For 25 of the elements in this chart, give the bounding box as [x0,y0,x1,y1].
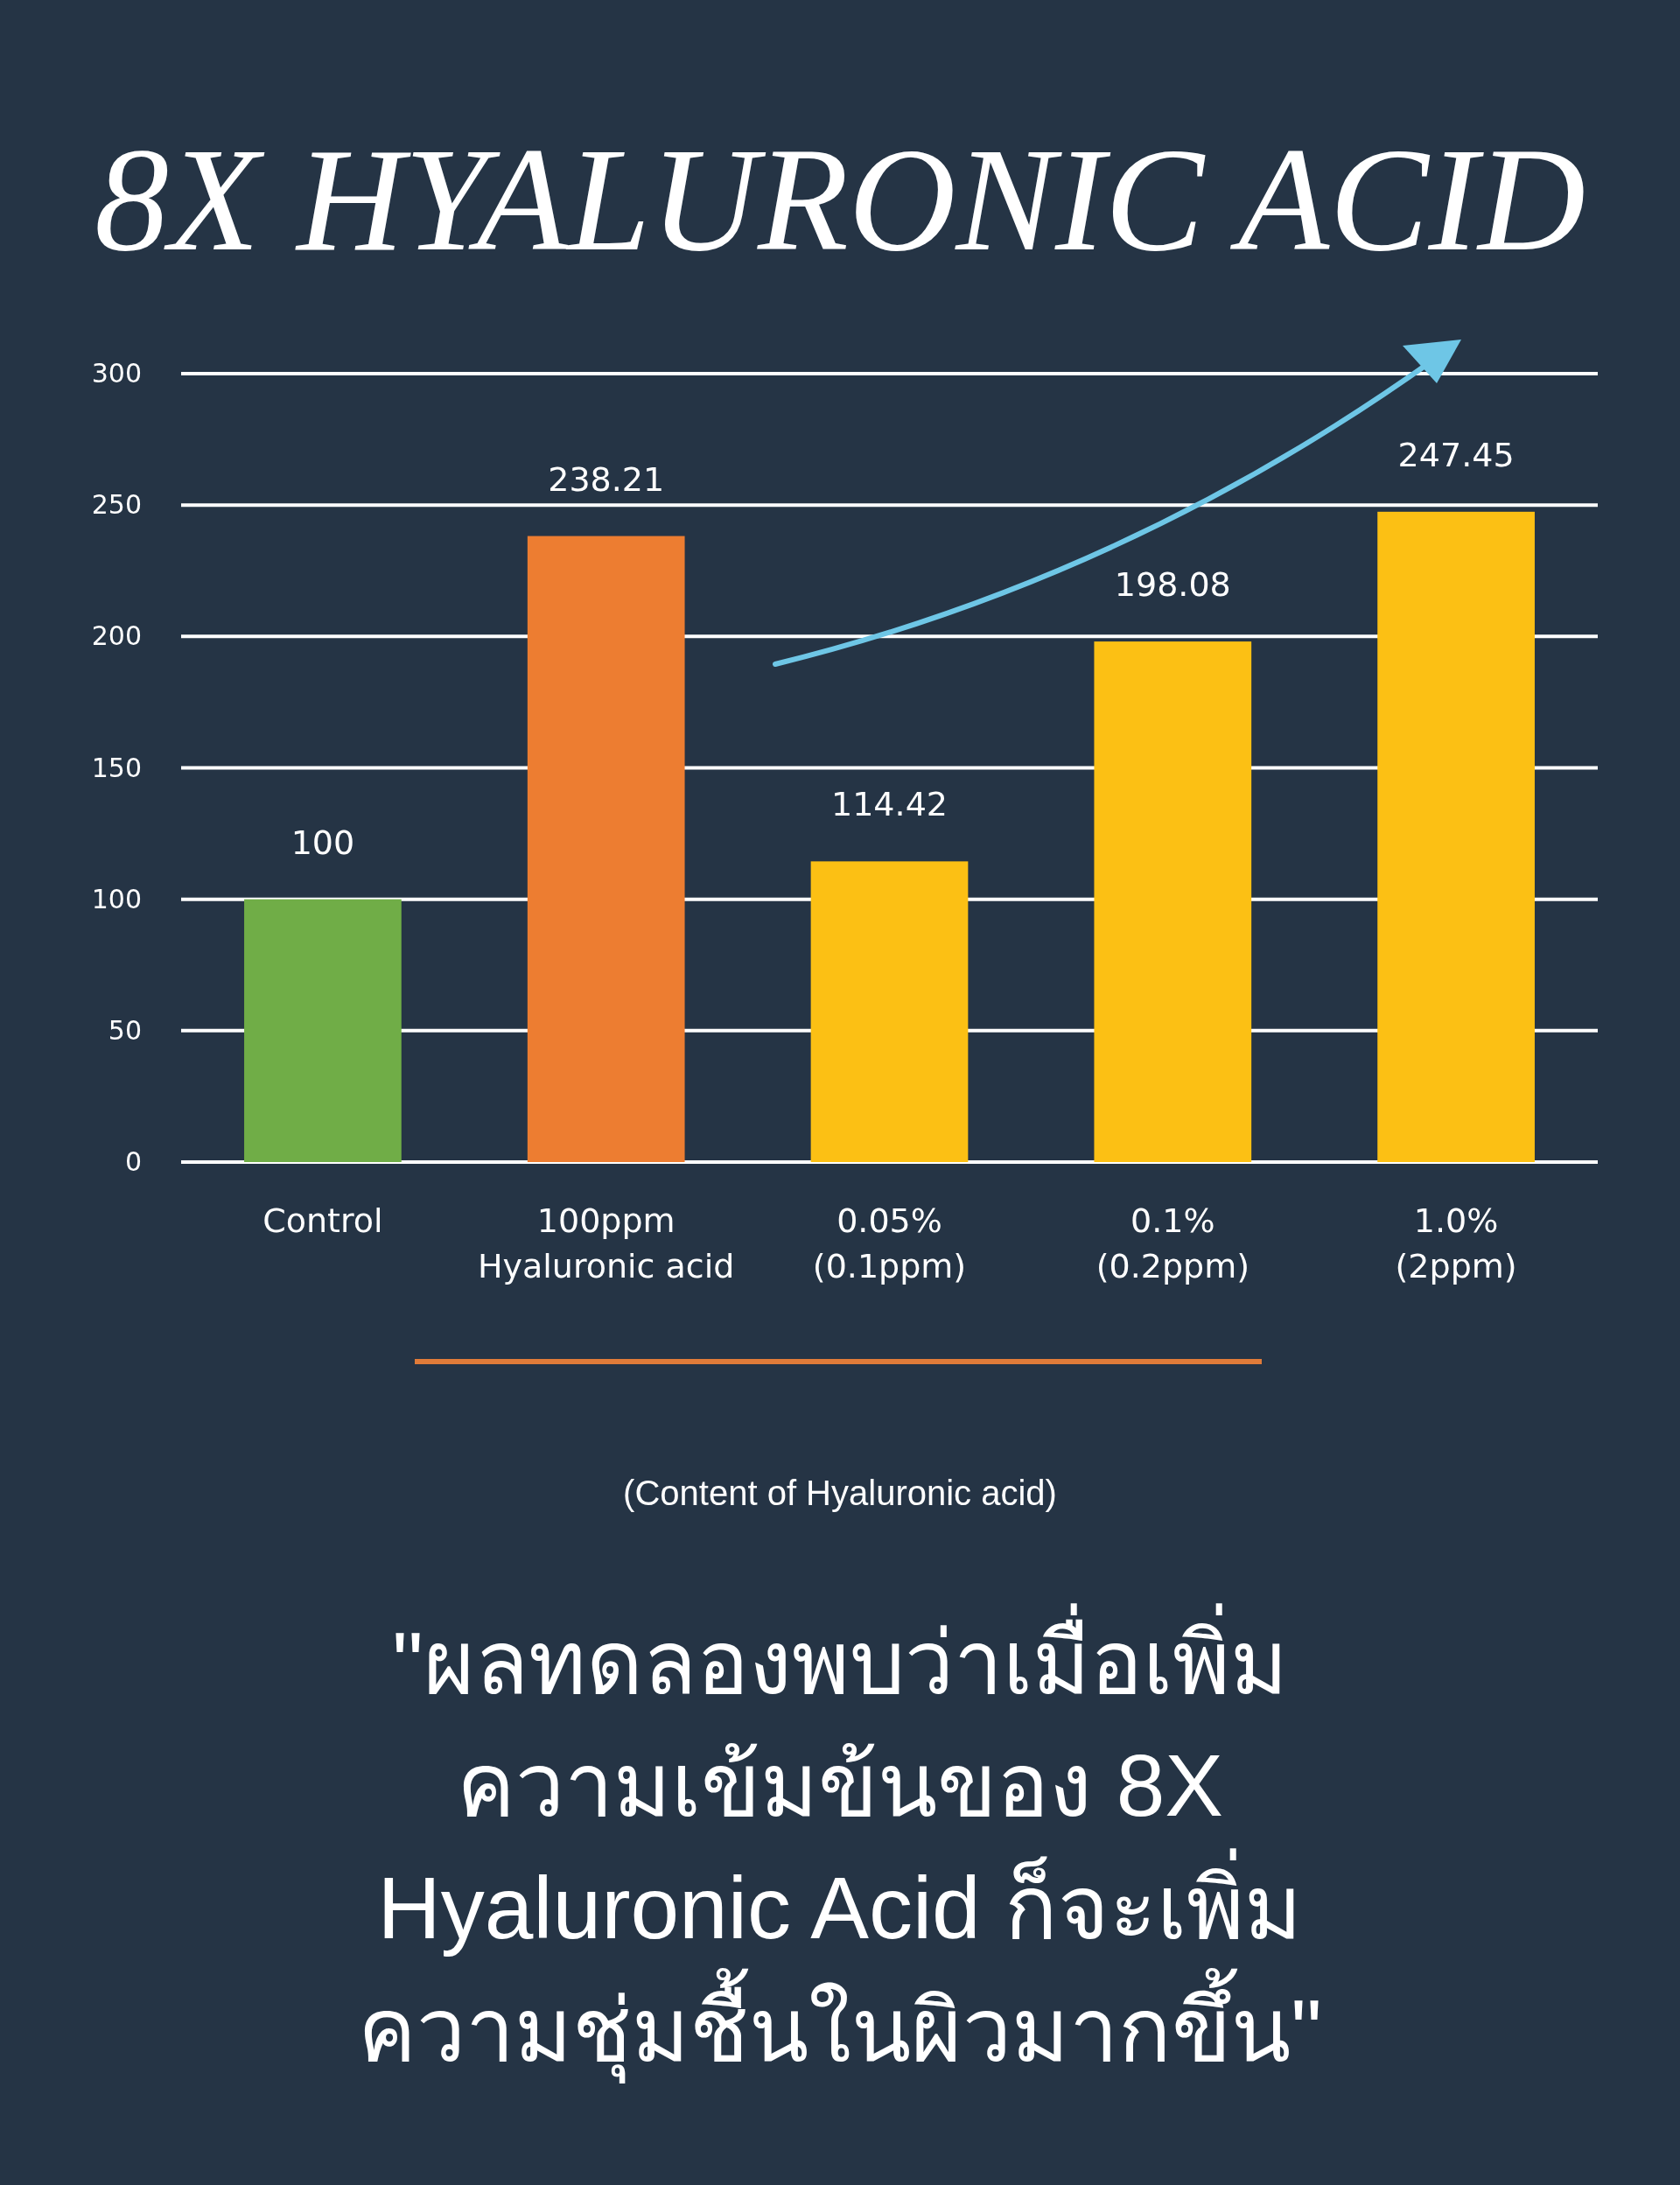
x-tick-label: 0.05% (0.1ppm) [812,1201,967,1285]
data-label: 247.45 [1397,435,1515,474]
bar [244,899,402,1162]
chart-title: 8X HYALURONIC ACID [94,117,1586,282]
y-tick-label: 100 [91,883,142,914]
text: (Content of Hyaluronic acid) [623,1474,1057,1512]
bar [527,536,685,1162]
data-label: 238.21 [548,459,665,499]
y-tick-label: 300 [91,358,142,389]
bar [1377,511,1535,1162]
data-label: 198.08 [1114,565,1231,605]
y-tick-label: 50 [108,1014,142,1046]
x-tick-label: 100ppm Hyaluronic acid [477,1201,735,1285]
data-label: 100 [290,823,355,862]
y-tick-label: 150 [91,752,142,783]
y-tick-label: 200 [91,620,142,652]
y-tick-label: 250 [91,489,142,521]
x-tick-label: Control [262,1201,383,1240]
y-tick-label: 0 [124,1146,142,1177]
x-tick-label: 0.1% (0.2ppm) [1096,1201,1250,1285]
text: "ผลทดลองพบว่าเมื่อเพิ่ม ความเข้มข้นของ 8X Hyaluronic Acid ก็จะเพิ่ม ความชุ่มชื้นในผิวมากขึ้น" [358,1603,1322,2084]
bar [810,861,969,1162]
x-tick-label: 1.0% (2ppm) [1395,1201,1517,1285]
bar [1094,641,1252,1162]
data-label: 114.42 [831,785,948,824]
